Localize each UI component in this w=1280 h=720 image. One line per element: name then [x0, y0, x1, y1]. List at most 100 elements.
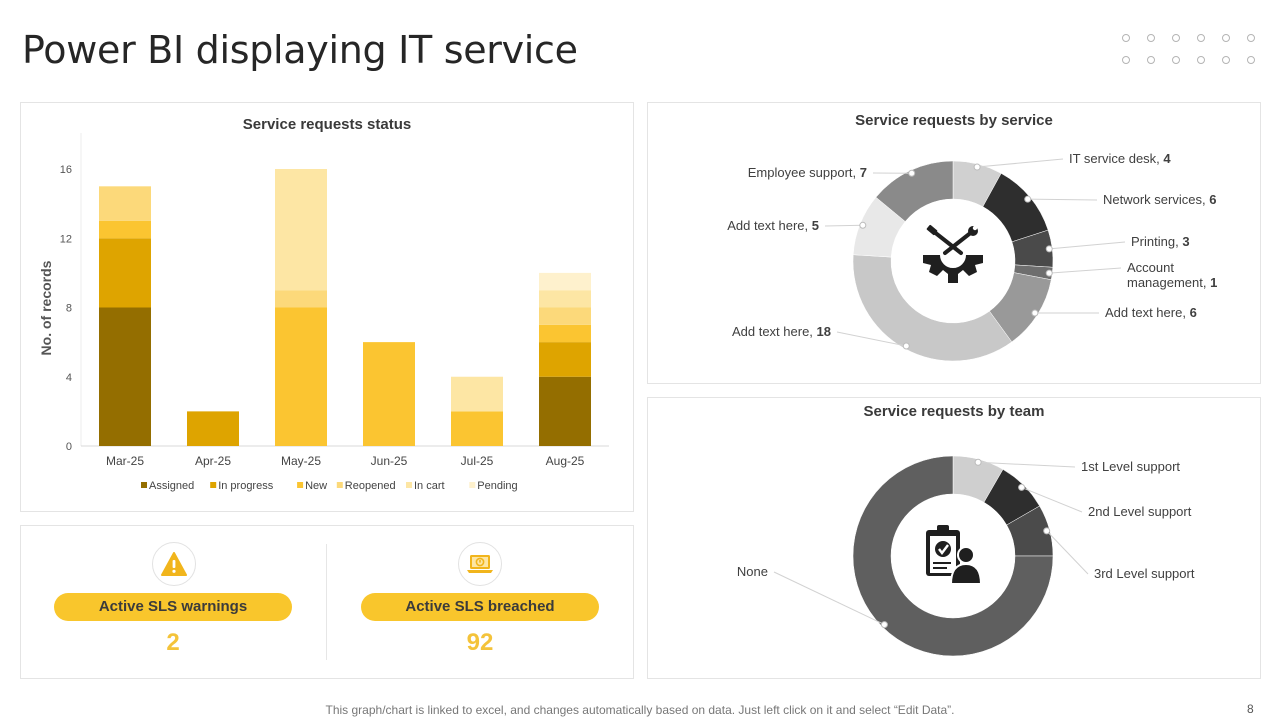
y-tick-label: 0 [66, 441, 72, 453]
kpi-breached-badge [458, 542, 502, 586]
legend-swatch-assigned [141, 482, 147, 488]
leader-line [1049, 241, 1126, 250]
kpi-panel: Active SLS warnings 2 Active SLS breache… [20, 525, 634, 679]
slice-value: 3 [1182, 234, 1189, 249]
leader-dot [1045, 245, 1053, 253]
legend-swatch-pending [469, 482, 476, 488]
slice-label-employee-support: Employee support, 7 [748, 165, 867, 180]
service-donut-chart: IT service desk, 4 Network services, 6 Pri… [727, 151, 1217, 362]
x-tick-label: Jun-25 [371, 454, 408, 468]
slice-value: 6 [1190, 305, 1197, 320]
footer-note: This graph/chart is linked to excel, and… [325, 703, 955, 717]
leader-line [1049, 267, 1122, 274]
bar-segment-pending-aug-25 [539, 272, 591, 291]
team-donut-chart: 1st Level support 2nd Level support 3rd Le… [737, 455, 1195, 657]
kpi-warnings-label: Active SLS warnings [54, 593, 292, 621]
bar-segment-assigned-mar-25 [99, 307, 151, 446]
legend-label-in-cart: In cart [414, 480, 445, 492]
slice-employee-support-7 [875, 160, 954, 222]
leader-dot [902, 342, 910, 350]
bar-segment-in-progress-mar-25 [99, 238, 151, 308]
x-tick-label: Apr-25 [195, 454, 231, 468]
leader-dot [973, 163, 981, 171]
team-chart-panel: Service requests by team 1st Level suppo… [647, 397, 1261, 679]
slice-value: 6 [1209, 192, 1216, 207]
stacked-bar-chart: No. of records 0 4 8 12 16 Mar-25 Apr-25 May-25… [38, 133, 609, 492]
kpi-warnings-value: 2 [166, 629, 180, 656]
slice-value: 4 [1163, 151, 1171, 166]
bar-segment-new-may-25 [275, 307, 327, 446]
legend-swatch-in-cart [406, 482, 412, 488]
leader-line [977, 158, 1064, 168]
bar-segment-assigned-aug-25 [539, 376, 591, 446]
slice-label-add-text-here: Add text here, 5 [727, 218, 819, 233]
slice-none-3 [852, 455, 1054, 657]
leader-dot [1018, 483, 1026, 491]
slice-label-it-service-desk: IT service desk, 4 [1069, 151, 1171, 166]
chart-title: Service requests by team [863, 403, 1045, 420]
legend-label-assigned: Assigned [149, 480, 194, 492]
legend-label-pending: Pending [477, 480, 517, 492]
slice-value: 1 [1210, 275, 1217, 290]
bar-segment-reopened-may-25 [275, 290, 327, 308]
slice-label-none: None [737, 564, 768, 579]
bar-segment-in-cart-jul-25 [451, 376, 503, 412]
x-tick-label: Mar-25 [106, 454, 144, 468]
bar-segment-in-progress-apr-25 [187, 411, 239, 446]
bar-segment-new-mar-25 [99, 220, 151, 239]
slice-label-add-text-here: Add text here, 6 [1105, 305, 1197, 320]
kpi-divider [326, 544, 327, 660]
chart-title: Service requests by service [855, 112, 1053, 129]
bar-segment-new-jun-25 [363, 342, 415, 446]
slice-label-add-text-here: Add text here, 18 [732, 324, 831, 339]
leader-dot [974, 458, 982, 466]
leader-dot [1031, 309, 1039, 317]
page-number: 8 [1247, 702, 1254, 716]
slice-label-1st-level-support: 1st Level support [1081, 459, 1180, 474]
x-tick-label: Aug-25 [546, 454, 585, 468]
legend-label-reopened: Reopened [345, 480, 396, 492]
legend-swatch-new [297, 482, 304, 488]
x-tick-label: Jul-25 [461, 454, 494, 468]
y-axis-label: No. of records [38, 260, 54, 355]
y-tick-label: 12 [60, 233, 72, 245]
leader-dot [1024, 195, 1032, 203]
slice-value: 5 [812, 218, 819, 233]
bar-segment-new-jul-25 [451, 411, 503, 446]
leader-line [1021, 486, 1083, 513]
slice-label-2nd-level-support: 2nd Level support [1088, 504, 1192, 519]
slice-label-printing: Printing, 3 [1131, 234, 1190, 249]
kpi-breached-value: 92 [466, 629, 494, 656]
leader-line [824, 224, 863, 227]
bar-segment-in-cart-aug-25 [539, 290, 591, 308]
bar-segment-reopened-mar-25 [99, 186, 151, 221]
laptop-alert-icon [467, 555, 493, 573]
leader-line [1046, 530, 1089, 575]
leader-dot [880, 621, 888, 629]
slice-label-network-services: Network services, 6 [1103, 192, 1216, 207]
page-title: Power BI displaying IT service [22, 28, 578, 72]
leader-dot [1043, 527, 1051, 535]
kpi-warning-badge [152, 542, 196, 586]
y-tick-label: 4 [66, 372, 72, 384]
bar-segment-reopened-aug-25 [539, 307, 591, 325]
leader-line [1027, 198, 1098, 201]
gear-tools-icon [923, 224, 983, 283]
legend-swatch-reopened [336, 482, 343, 488]
x-tick-label: May-25 [281, 454, 321, 468]
legend-swatch-in-progress [210, 482, 217, 488]
leader-line [978, 461, 1076, 468]
kpi-breached-label: Active SLS breached [361, 593, 599, 621]
chart-title: Service requests status [242, 116, 412, 133]
slice-add-text-here-5 [852, 254, 1013, 362]
y-tick-label: 8 [66, 303, 72, 315]
leader-line [836, 331, 907, 347]
legend-label-new: New [305, 480, 327, 492]
bar-segment-in-progress-aug-25 [539, 342, 591, 377]
leader-dot [908, 169, 916, 177]
warning-icon [161, 552, 187, 576]
leader-dot [1045, 269, 1053, 277]
clipboard-person-icon [926, 525, 983, 585]
bar-segment-new-aug-25 [539, 324, 591, 343]
slice-value: 7 [860, 165, 867, 180]
